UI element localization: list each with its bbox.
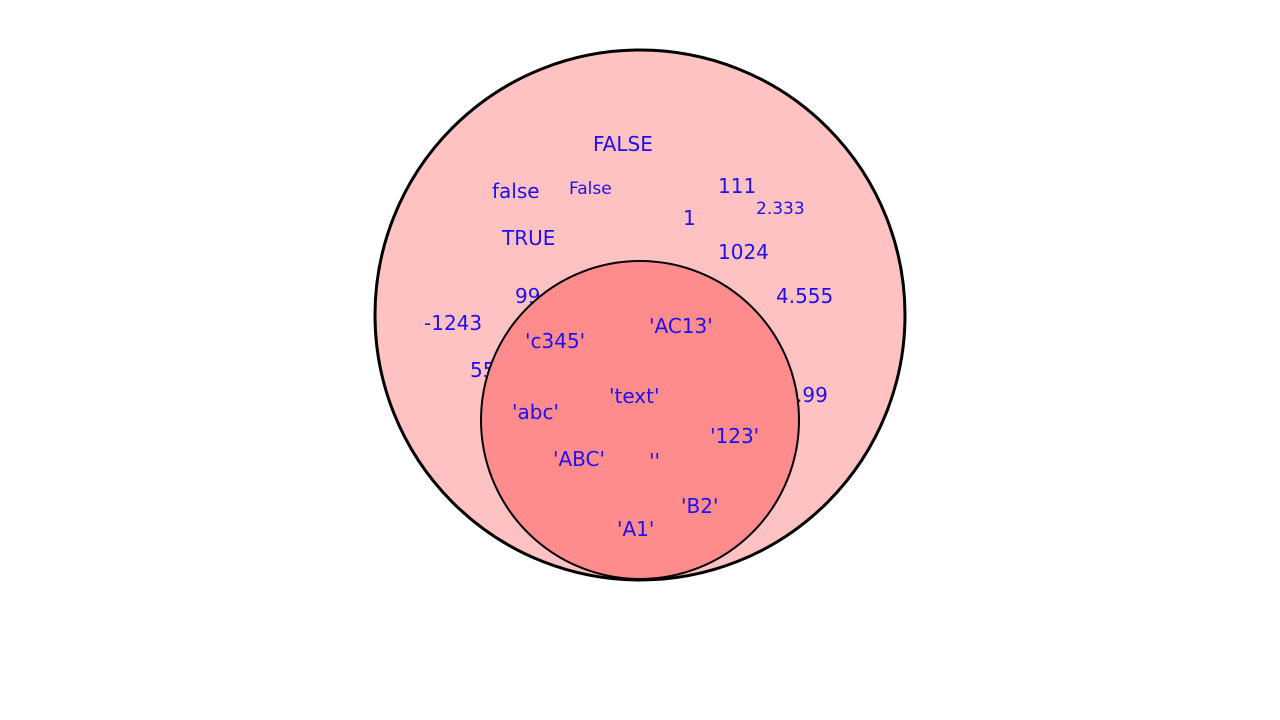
set-element-label: 2.333 — [756, 199, 805, 219]
inner-set-labels: 'c345' 'AC13' 'text' 'abc' '123' 'ABC' '' 'B2' '… — [512, 314, 759, 541]
set-element-label: 111 — [718, 174, 756, 198]
set-element-label: 'A1' — [617, 517, 654, 541]
set-element-label: FALSE — [593, 132, 653, 156]
set-element-label: '' — [649, 449, 660, 473]
set-element-label: 'text' — [609, 384, 659, 408]
set-element-label: false — [492, 179, 540, 203]
inner-set-circle — [480, 260, 800, 580]
set-element-label: 'abc' — [512, 400, 559, 424]
set-element-label: .99 — [796, 383, 828, 407]
set-element-label: False — [569, 179, 612, 199]
set-element-label: 'B2' — [681, 494, 718, 518]
set-element-label: 'AC13' — [649, 314, 713, 338]
set-element-label: 'ABC' — [553, 447, 605, 471]
set-element-label: '123' — [710, 424, 759, 448]
set-element-label: 'c345' — [525, 329, 585, 353]
set-element-label: 1024 — [718, 240, 769, 264]
set-element-label: -1243 — [424, 311, 482, 335]
set-element-label: 4.555 — [776, 284, 833, 308]
set-element-label: TRUE — [501, 226, 555, 250]
set-element-label: 1 — [683, 206, 696, 230]
